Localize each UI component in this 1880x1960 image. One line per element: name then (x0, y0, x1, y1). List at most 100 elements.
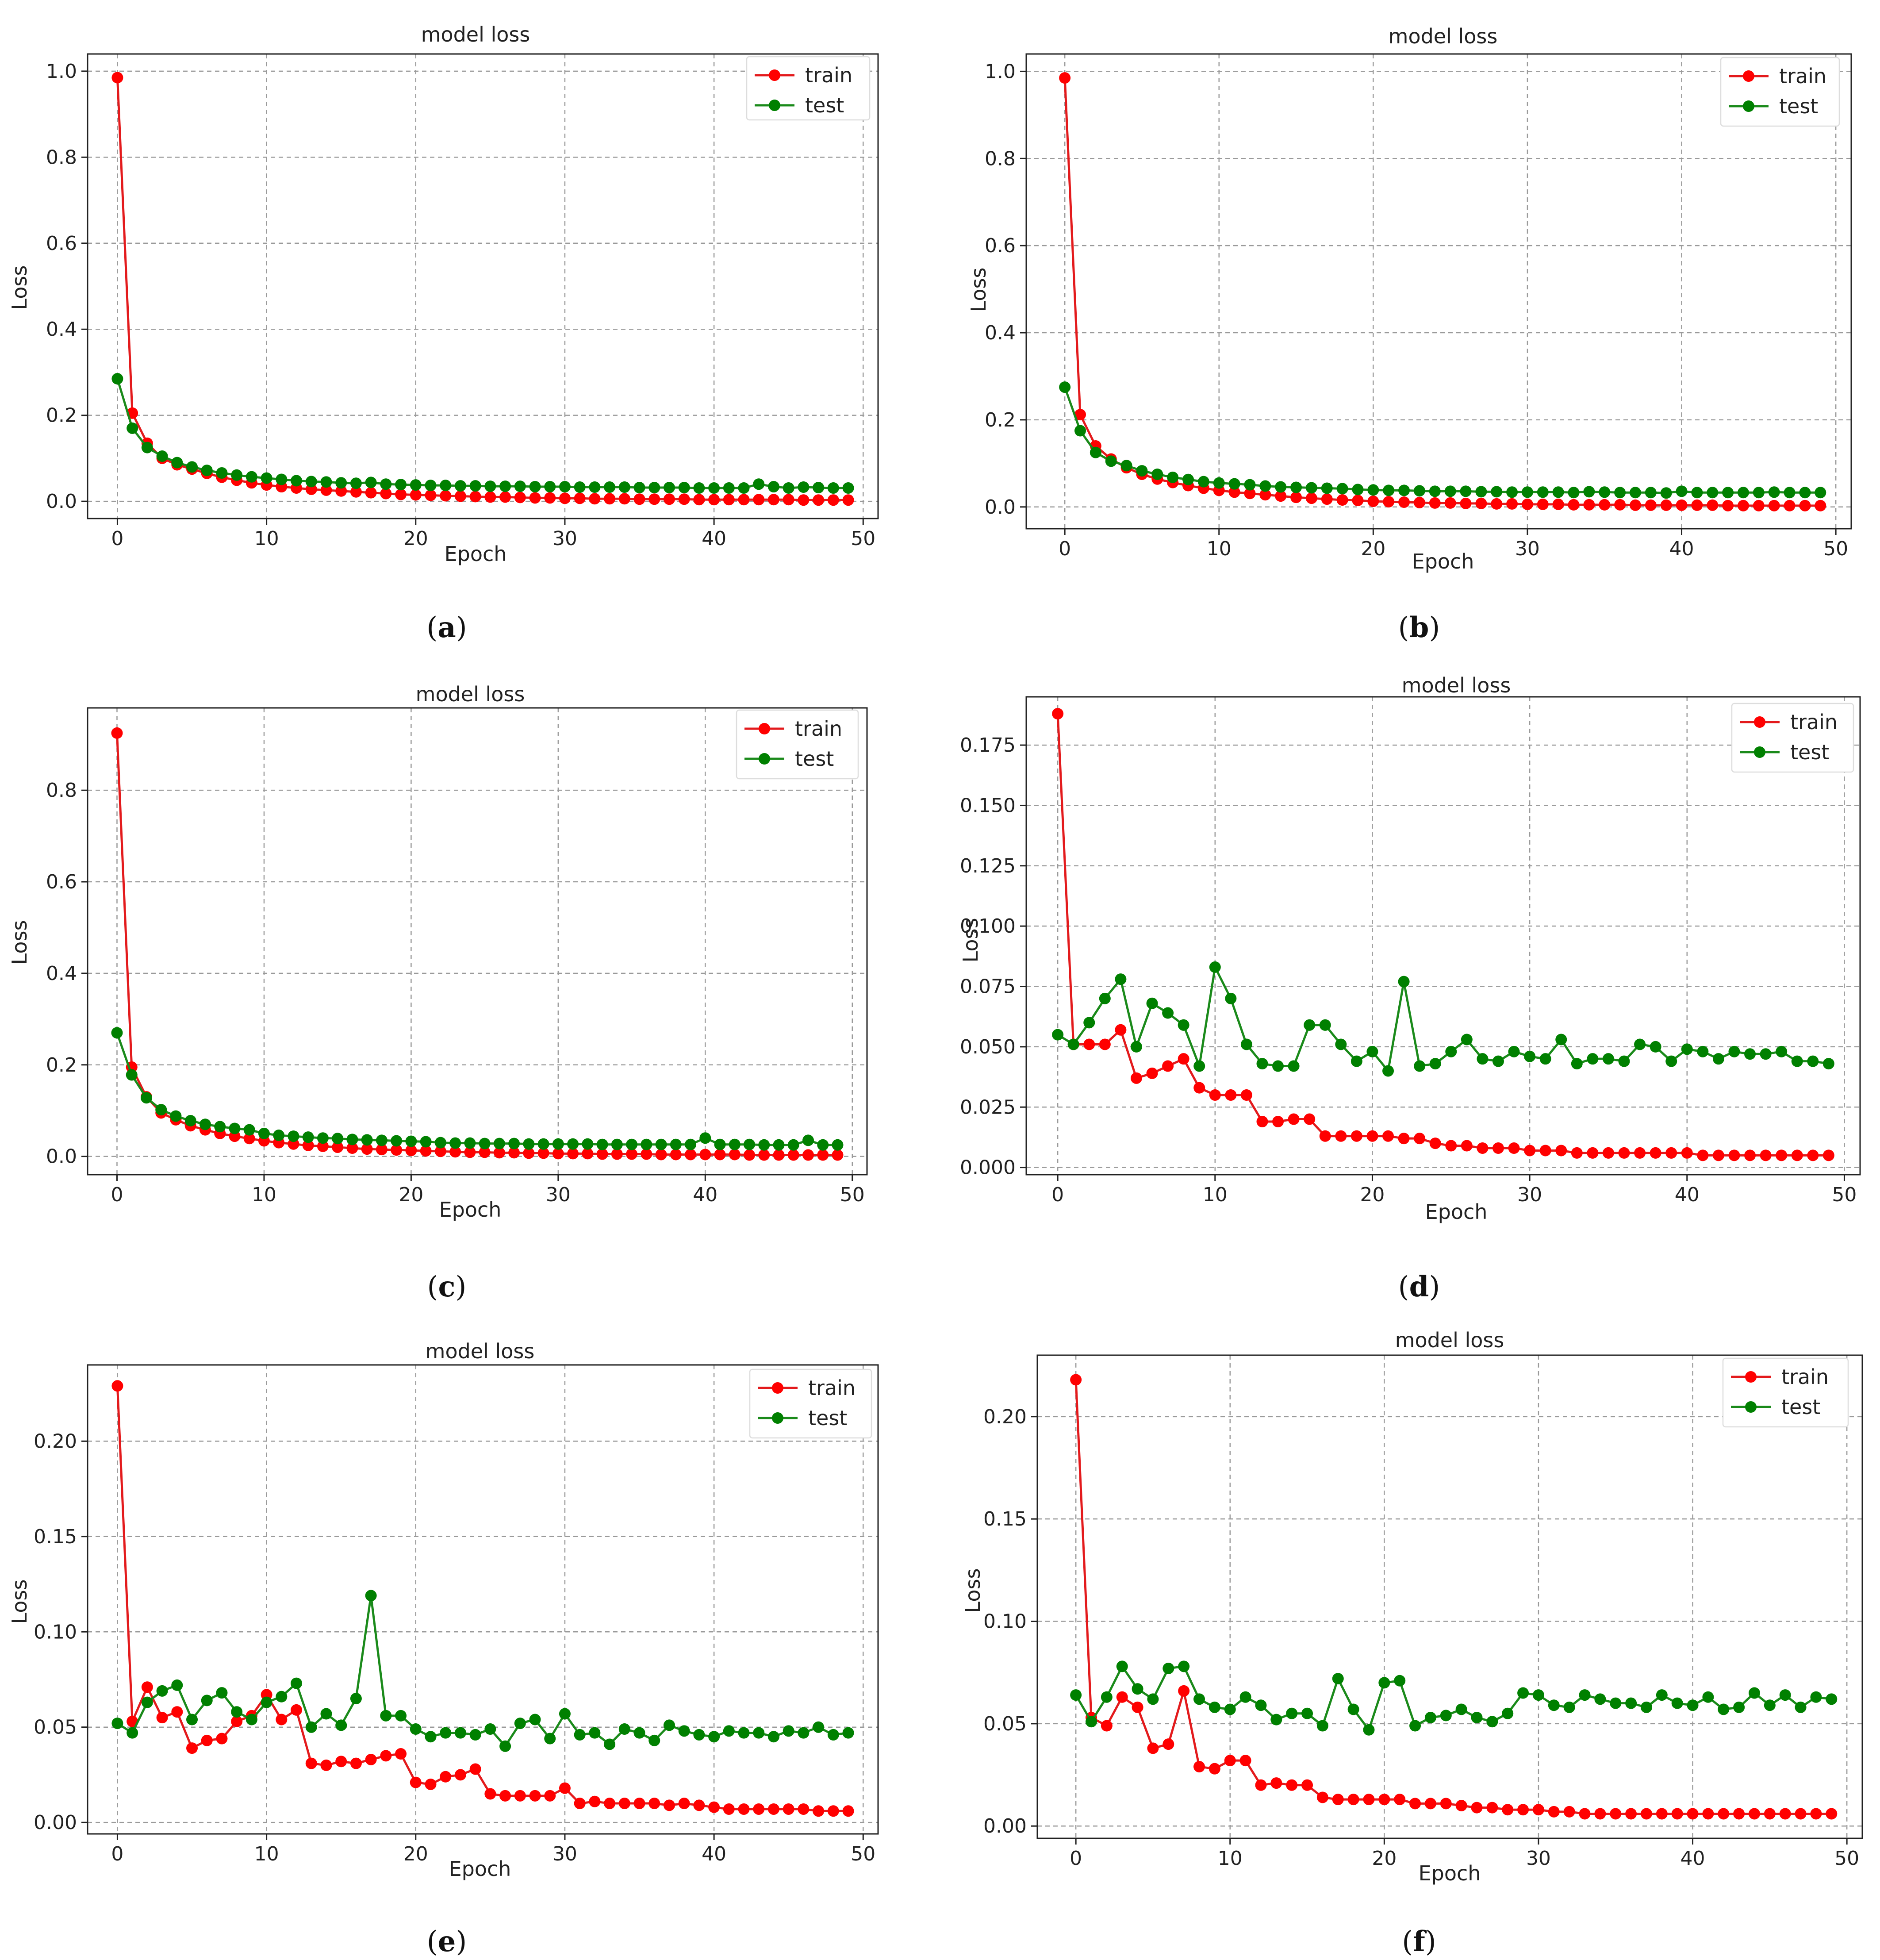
train-point (753, 1803, 765, 1815)
test-point (678, 1725, 690, 1737)
x-tick-label: 30 (552, 1843, 577, 1865)
test-point (410, 1723, 422, 1735)
train-point (529, 492, 541, 504)
train-point (678, 1798, 690, 1810)
test-point (1753, 487, 1765, 499)
chart-title: model loss (1395, 1328, 1504, 1352)
test-point (454, 1727, 466, 1739)
test-point (1116, 1660, 1128, 1672)
panel-caption: (f) (1402, 1925, 1436, 1958)
train-point (729, 1149, 740, 1161)
train-point (1524, 1145, 1536, 1157)
test-point (1178, 1660, 1190, 1672)
test-point (1539, 1053, 1551, 1065)
test-point (214, 1121, 226, 1133)
train-point (1815, 500, 1826, 511)
y-tick-label: 0.00 (34, 1811, 77, 1834)
test-point (484, 480, 496, 492)
train-point (317, 1140, 329, 1152)
test-point (1366, 1045, 1378, 1057)
test-point (1130, 1041, 1142, 1053)
test-point (604, 481, 616, 493)
test-point (155, 1104, 167, 1116)
test-point (1059, 381, 1071, 393)
y-tick-label: 0.10 (34, 1621, 77, 1643)
train-point (1288, 1113, 1300, 1125)
train-point (111, 1380, 123, 1392)
test-point (1552, 486, 1564, 498)
test-point (678, 482, 690, 493)
train-point (798, 1803, 810, 1815)
series-test (111, 1027, 844, 1151)
legend-test-label: test (795, 747, 834, 771)
test-point (246, 1714, 257, 1726)
train-point (1413, 496, 1425, 508)
test-point (723, 482, 735, 494)
test-point (464, 1137, 476, 1149)
train-point (1099, 1038, 1111, 1050)
train-point (1753, 500, 1765, 511)
train-point (589, 493, 601, 505)
test-point (479, 1138, 491, 1149)
test-point (813, 1721, 825, 1733)
legend-test-label: test (1790, 740, 1829, 764)
x-tick-label: 50 (840, 1184, 865, 1206)
test-point (618, 481, 630, 493)
x-tick-label: 0 (111, 527, 123, 550)
train-point (633, 1798, 645, 1810)
test-point (1760, 1048, 1772, 1060)
train-point (479, 1146, 491, 1158)
train-point (335, 1756, 347, 1768)
series-test (1052, 961, 1834, 1077)
train-point (1163, 1738, 1174, 1750)
y-axis-label: Loss (8, 920, 31, 965)
test-point (744, 1138, 756, 1150)
legend-test-marker (759, 753, 770, 765)
train-point (1587, 1147, 1599, 1159)
test-point (1424, 1712, 1436, 1723)
x-tick-label: 0 (1051, 1184, 1064, 1206)
caption-letter: f (1413, 1925, 1427, 1958)
legend-test-label: test (808, 1406, 847, 1430)
train-point (1548, 1806, 1560, 1818)
test-point (420, 1136, 432, 1148)
train-point (111, 727, 123, 739)
train-point (655, 1149, 667, 1161)
test-point (714, 1138, 726, 1150)
test-point (827, 482, 839, 494)
train-point (1760, 1149, 1772, 1161)
train-point (1209, 1089, 1221, 1101)
test-point (1779, 1689, 1791, 1701)
test-point (1537, 486, 1549, 498)
train-point (714, 1149, 726, 1161)
test-point (523, 1138, 535, 1150)
test-point (1239, 1691, 1251, 1703)
train-point (783, 494, 794, 506)
test-point (405, 1135, 417, 1147)
train-point (1748, 1808, 1760, 1820)
x-tick-label: 10 (1218, 1847, 1243, 1870)
y-tick-label: 0.2 (46, 1054, 77, 1076)
train-point (420, 1145, 432, 1157)
y-tick-label: 0.4 (46, 962, 77, 985)
test-point (484, 1723, 496, 1735)
test-point (1383, 484, 1395, 496)
test-point (1225, 992, 1237, 1004)
test-point (171, 457, 183, 469)
test-point (1697, 1045, 1709, 1057)
caption-letter: e (438, 1925, 456, 1958)
x-axis-label: Epoch (445, 542, 507, 566)
test-point (1822, 1058, 1834, 1070)
test-point (1193, 1693, 1205, 1705)
train-point (365, 1753, 377, 1765)
train-point (611, 1148, 623, 1160)
test-point (1099, 992, 1111, 1004)
legend: train test (1720, 57, 1840, 127)
test-point (1748, 1687, 1760, 1699)
test-point (1367, 484, 1379, 496)
plot-frame (87, 1364, 879, 1835)
test-point (1256, 1058, 1268, 1070)
test-point (559, 1708, 571, 1720)
series-train (1070, 1374, 1838, 1820)
train-point (1733, 1808, 1745, 1820)
